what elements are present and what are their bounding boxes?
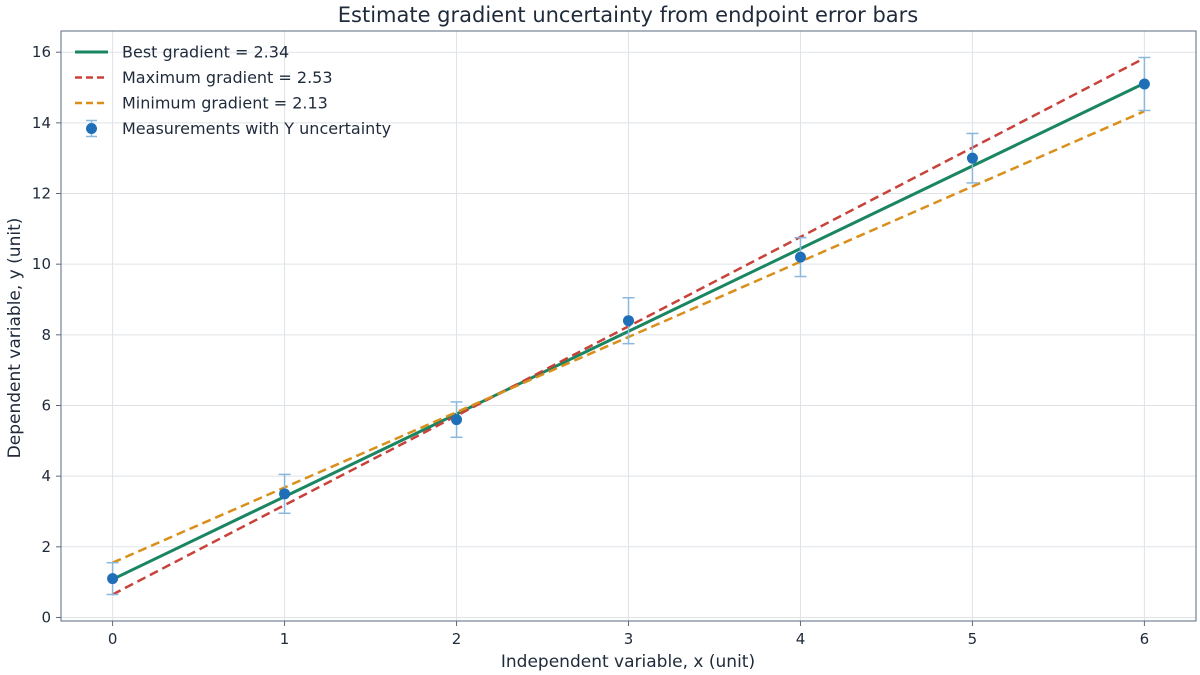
x-tick-label: 3 bbox=[624, 630, 634, 648]
legend-label-0: Best gradient = 2.34 bbox=[122, 43, 289, 62]
data-point bbox=[794, 251, 806, 263]
x-tick-label: 4 bbox=[796, 630, 806, 648]
data-points bbox=[106, 56, 1151, 596]
legend-label-1: Maximum gradient = 2.53 bbox=[122, 68, 333, 87]
grid bbox=[61, 31, 1196, 621]
legend: Best gradient = 2.34 Maximum gradient = 2… bbox=[75, 43, 391, 138]
y-tick-label: 10 bbox=[32, 255, 51, 273]
data-point bbox=[623, 315, 634, 327]
x-axis-label: Independent variable, x (unit) bbox=[501, 652, 755, 672]
y-tick-label: 4 bbox=[41, 467, 51, 485]
y-axis-label: Dependent variable, y (unit) bbox=[5, 218, 25, 459]
x-ticks: 0 1 2 3 4 5 6 bbox=[108, 621, 1149, 648]
legend-label-2: Minimum gradient = 2.13 bbox=[122, 94, 328, 113]
data-point bbox=[279, 488, 291, 500]
y-tick-label: 2 bbox=[41, 538, 51, 556]
x-tick-label: 0 bbox=[108, 630, 118, 648]
data-point bbox=[451, 414, 463, 426]
legend-label-points: Measurements with Y uncertainty bbox=[122, 119, 391, 138]
x-tick-label: 5 bbox=[968, 630, 978, 648]
data-point bbox=[1138, 78, 1150, 90]
y-ticks: 0 2 4 6 8 10 12 14 16 bbox=[32, 43, 61, 626]
legend-marker bbox=[86, 123, 97, 134]
y-tick-label: 6 bbox=[41, 396, 51, 414]
y-tick-label: 12 bbox=[32, 185, 51, 203]
data-point bbox=[107, 573, 119, 585]
y-tick-label: 16 bbox=[32, 43, 51, 61]
x-tick-label: 2 bbox=[452, 630, 462, 648]
y-tick-label: 8 bbox=[41, 326, 51, 344]
x-tick-label: 1 bbox=[280, 630, 290, 648]
y-tick-label: 0 bbox=[41, 608, 51, 626]
data-point bbox=[966, 152, 978, 164]
y-tick-label: 14 bbox=[32, 114, 51, 132]
chart-title: Estimate gradient uncertainty from endpo… bbox=[338, 3, 919, 27]
x-tick-label: 6 bbox=[1140, 630, 1150, 648]
